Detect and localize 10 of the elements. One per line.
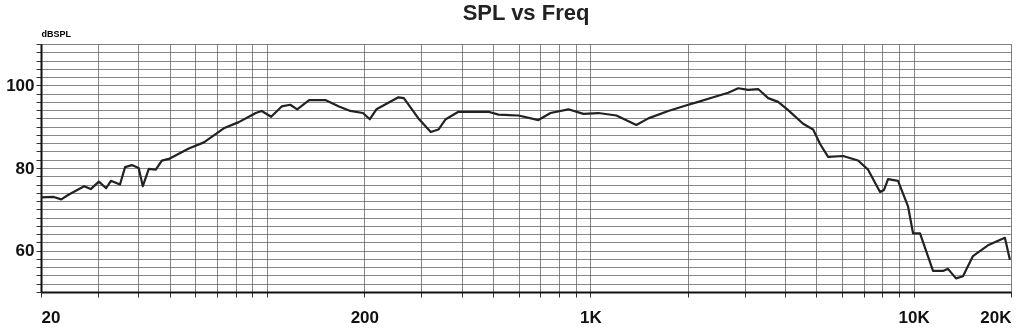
chart-title: SPL vs Freq (462, 0, 590, 25)
y-tick-label: 80 (15, 158, 35, 178)
y-tick-label: 100 (6, 75, 35, 95)
x-tick-label: 1K (579, 307, 603, 327)
y-axis-title: dBSPL (41, 28, 72, 39)
x-tick-label: 20K (980, 307, 1013, 327)
y-tick-label: 60 (15, 241, 35, 261)
x-tick-label: 10K (898, 307, 931, 327)
x-tick-label: 20 (41, 307, 61, 327)
x-tick-label: 200 (350, 307, 380, 327)
